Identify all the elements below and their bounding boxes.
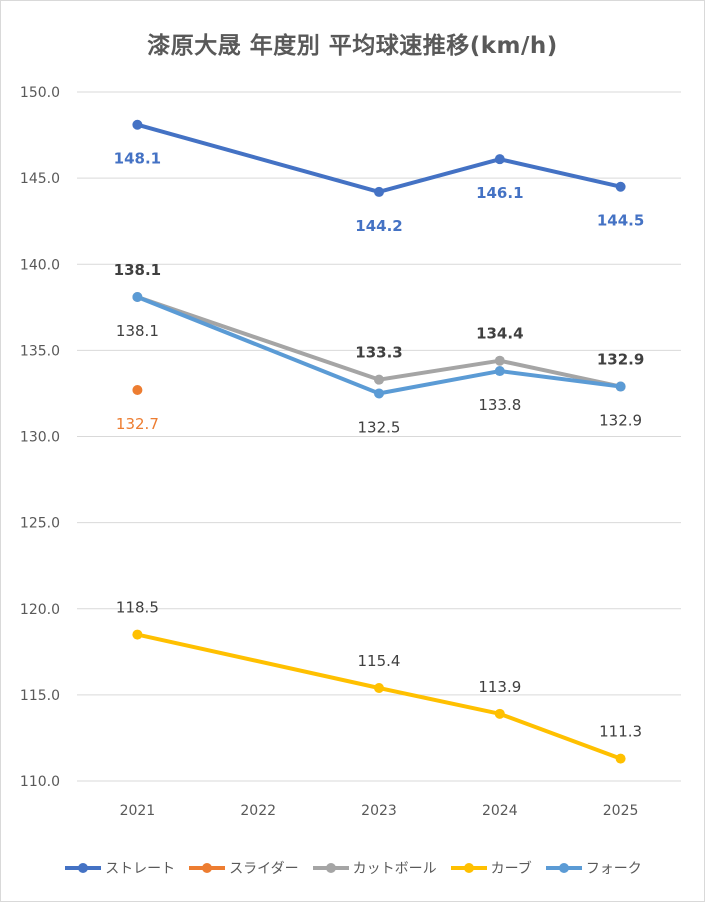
legend-item: スライダー <box>187 858 299 878</box>
data-label: 138.1 <box>114 261 161 279</box>
legend-swatch <box>189 863 226 873</box>
data-label: 133.8 <box>478 396 521 414</box>
x-tick-label: 2023 <box>361 803 397 819</box>
y-tick-label: 120.0 <box>20 602 60 618</box>
series-line <box>135 294 623 389</box>
y-tick-label: 115.0 <box>20 688 60 704</box>
legend-swatch <box>450 863 487 873</box>
data-label: 113.9 <box>478 678 521 696</box>
series-line <box>135 122 623 194</box>
legend-item: ストレート <box>63 858 175 878</box>
legend-label: カットボール <box>352 861 437 877</box>
data-label: 134.4 <box>476 325 523 343</box>
legend-label: ストレート <box>105 861 176 877</box>
data-point <box>494 154 505 165</box>
data-label: 133.3 <box>355 344 402 362</box>
data-label: 144.5 <box>597 212 644 230</box>
data-point <box>374 374 384 385</box>
series-line <box>135 632 623 761</box>
legend-label: スライダー <box>229 861 299 877</box>
y-tick-label: 110.0 <box>20 774 60 790</box>
series-line <box>135 294 623 396</box>
x-tick-label: 2024 <box>482 803 518 819</box>
legend-label: カーブ <box>490 861 532 877</box>
data-point <box>615 753 626 764</box>
data-point <box>494 355 505 366</box>
y-tick-label: 140.0 <box>20 257 60 273</box>
data-label: 144.2 <box>355 217 402 235</box>
data-point <box>494 708 505 719</box>
data-label: 138.1 <box>116 322 159 340</box>
data-label: 146.1 <box>476 184 523 202</box>
data-label: 115.4 <box>358 652 401 670</box>
legend-swatch <box>65 863 102 873</box>
y-tick-label: 130.0 <box>20 430 60 446</box>
data-point <box>615 181 626 192</box>
y-tick-label: 135.0 <box>20 343 60 359</box>
data-label: 132.9 <box>599 412 642 430</box>
legend-item: フォーク <box>544 858 642 878</box>
data-point <box>374 682 384 693</box>
data-label: 132.9 <box>597 351 644 369</box>
legend-item: カーブ <box>449 858 532 878</box>
data-point <box>374 388 384 399</box>
data-point <box>132 119 143 130</box>
legend-item: カットボール <box>311 858 437 878</box>
data-point <box>132 291 143 302</box>
data-label: 111.3 <box>599 723 642 741</box>
data-point <box>615 381 626 392</box>
data-label: 118.5 <box>116 599 159 617</box>
legend-swatch <box>545 863 582 873</box>
data-label: 148.1 <box>114 150 161 168</box>
chart-legend: ストレート スライダー カットボール カーブ フォーク <box>0 856 705 880</box>
x-tick-label: 2021 <box>120 803 156 819</box>
data-point <box>132 384 143 395</box>
chart-title: 漆原大晟 年度別 平均球速推移(km/h) <box>147 33 558 59</box>
y-tick-label: 150.0 <box>20 85 60 101</box>
data-point <box>494 366 505 377</box>
x-tick-label: 2022 <box>240 803 276 819</box>
data-point <box>374 186 384 197</box>
data-point <box>132 629 143 640</box>
y-tick-label: 145.0 <box>20 171 60 187</box>
legend-label: フォーク <box>585 861 642 877</box>
x-tick-label: 2025 <box>603 803 639 819</box>
data-label: 132.5 <box>358 418 401 436</box>
legend-swatch <box>312 863 349 873</box>
data-label: 132.7 <box>116 415 159 433</box>
y-tick-label: 125.0 <box>20 516 60 532</box>
